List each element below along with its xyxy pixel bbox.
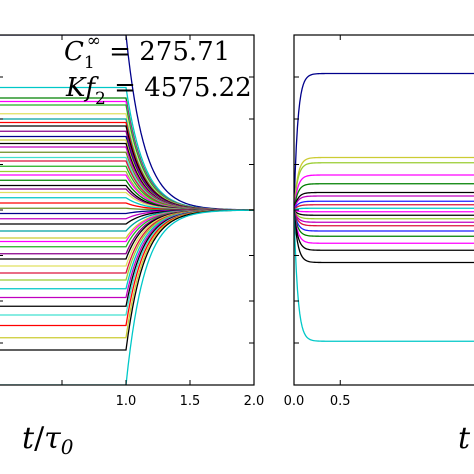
right-series-line (294, 209, 474, 216)
left-series-line (0, 156, 254, 211)
right-panel: 0.0 0.5 t (284, 34, 474, 456)
left-x-axis-label: t/τ0 (22, 421, 74, 459)
right-series-line (294, 174, 474, 211)
left-tick-labels: 1.0 1.5 2.0 (116, 394, 265, 409)
left-x-tick-label: 2.0 (244, 394, 265, 409)
left-series-line (0, 209, 254, 385)
right-series-line (294, 72, 474, 211)
right-series-line (294, 209, 474, 227)
right-series-line (294, 156, 474, 211)
right-series-line (294, 207, 474, 211)
right-series-line (294, 209, 474, 213)
left-x-tick-label: 1.5 (180, 394, 201, 409)
right-series-line (294, 209, 474, 244)
right-series-line (294, 209, 474, 223)
right-series-line (294, 209, 474, 237)
right-x-tick-label: 0.5 (330, 394, 351, 409)
right-series-lines (294, 72, 474, 342)
right-ticks (293, 35, 341, 385)
right-x-axis-label: t (458, 421, 471, 456)
right-series-line (294, 191, 474, 211)
right-x-tick-label: 0.0 (284, 394, 305, 409)
right-series-line (294, 209, 474, 251)
right-series-line (294, 162, 474, 211)
right-series-line (294, 209, 474, 220)
right-series-line (294, 183, 474, 211)
annotation-c1-infinity: C1∞ = 275.71 (64, 31, 230, 73)
right-series-line (294, 209, 474, 232)
annotation-kf2: Kf2 = 4575.22 (65, 73, 252, 109)
left-series-line (0, 179, 254, 211)
right-series-line (294, 204, 474, 211)
left-x-tick-label: 1.0 (116, 394, 137, 409)
right-tick-labels: 0.0 0.5 (284, 394, 351, 409)
right-series-line (294, 209, 474, 342)
right-series-line (294, 209, 474, 264)
right-series-line (294, 195, 474, 211)
left-series-line (0, 209, 254, 225)
left-panel: 1.0 1.5 2.0 C1∞ = 275.71 Kf2 = 4575.22 t/τ… (0, 31, 264, 459)
left-series-lines (0, 35, 254, 385)
right-series-line (294, 200, 474, 211)
left-ticks (0, 35, 255, 385)
left-series-line (0, 191, 254, 211)
right-axes-frame (293, 34, 474, 386)
